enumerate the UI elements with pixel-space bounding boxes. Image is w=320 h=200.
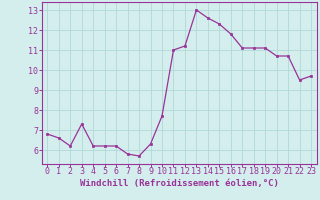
X-axis label: Windchill (Refroidissement éolien,°C): Windchill (Refroidissement éolien,°C) [80, 179, 279, 188]
